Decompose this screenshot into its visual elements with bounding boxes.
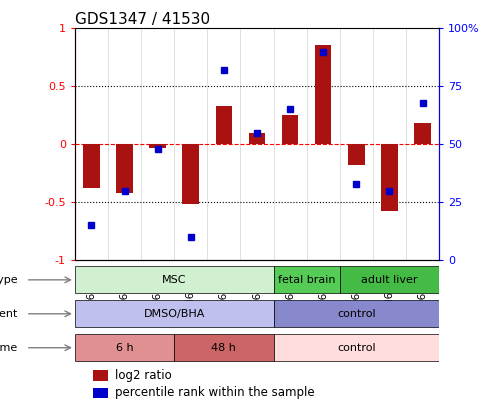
Text: fetal brain: fetal brain bbox=[278, 275, 335, 285]
Bar bbox=[93, 370, 108, 381]
Bar bbox=[149, 144, 166, 148]
Bar bbox=[273, 266, 340, 294]
Text: GDS1347 / 41530: GDS1347 / 41530 bbox=[75, 12, 210, 27]
Bar bbox=[348, 144, 365, 165]
Text: percentile rank within the sample: percentile rank within the sample bbox=[115, 386, 314, 399]
Bar bbox=[381, 144, 398, 211]
Bar bbox=[75, 334, 174, 361]
Text: agent: agent bbox=[0, 309, 17, 319]
Text: DMSO/BHA: DMSO/BHA bbox=[144, 309, 205, 319]
Bar bbox=[75, 266, 273, 294]
Bar bbox=[93, 388, 108, 398]
Text: log2 ratio: log2 ratio bbox=[115, 369, 172, 382]
Bar bbox=[273, 300, 439, 327]
Text: cell type: cell type bbox=[0, 275, 17, 285]
Bar bbox=[282, 115, 298, 144]
Bar bbox=[273, 334, 439, 361]
Text: adult liver: adult liver bbox=[361, 275, 418, 285]
Bar bbox=[315, 45, 331, 144]
Bar bbox=[340, 266, 439, 294]
Bar bbox=[414, 124, 431, 144]
Bar bbox=[249, 132, 265, 144]
Text: control: control bbox=[337, 343, 376, 353]
Bar bbox=[183, 144, 199, 205]
Text: control: control bbox=[337, 309, 376, 319]
Bar bbox=[75, 300, 273, 327]
Text: time: time bbox=[0, 343, 17, 353]
Bar bbox=[116, 144, 133, 193]
Bar bbox=[174, 334, 273, 361]
Bar bbox=[216, 106, 232, 144]
Text: 48 h: 48 h bbox=[212, 343, 237, 353]
Text: 6 h: 6 h bbox=[116, 343, 133, 353]
Text: MSC: MSC bbox=[162, 275, 187, 285]
Bar bbox=[83, 144, 100, 188]
